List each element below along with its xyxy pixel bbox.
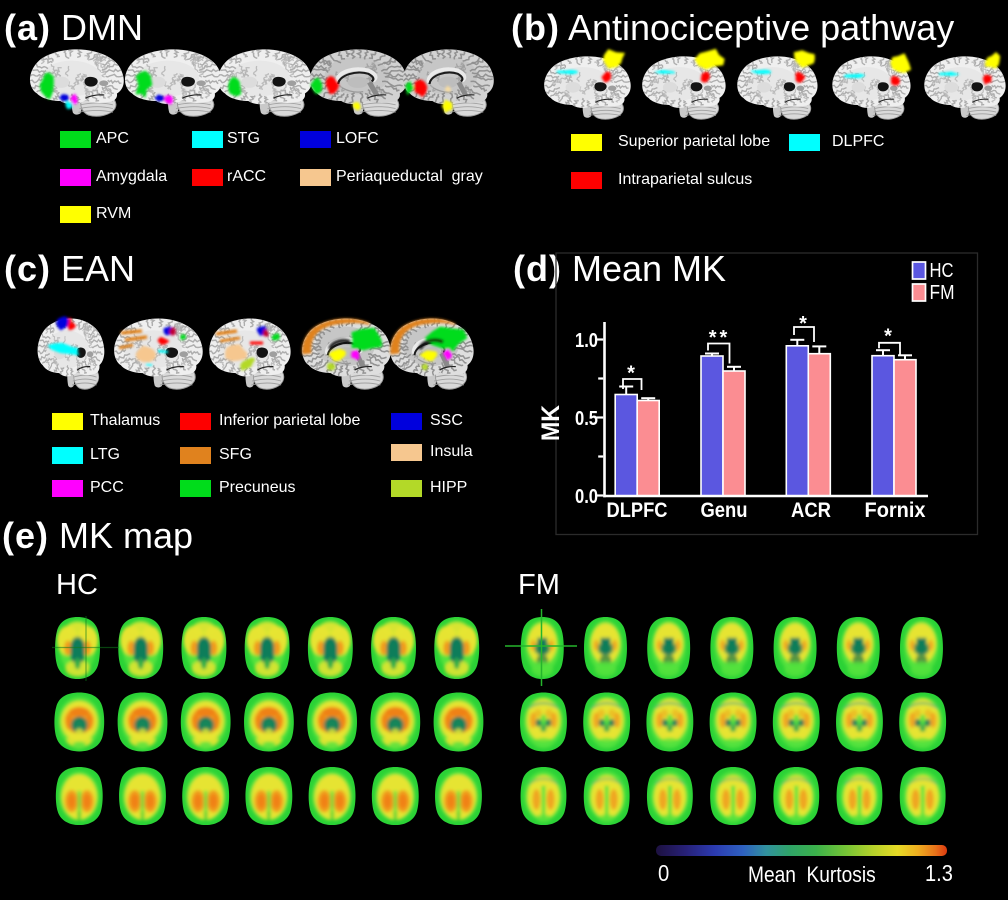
- svg-text:*: *: [799, 313, 810, 335]
- svg-text:*: *: [627, 363, 638, 385]
- svg-text:**: **: [709, 327, 731, 349]
- svg-text:*: *: [884, 326, 895, 348]
- svg-text:0.0: 0.0: [575, 485, 598, 508]
- svg-text:1.0: 1.0: [575, 329, 598, 352]
- svg-text:Fornix: Fornix: [865, 498, 926, 522]
- svg-text:HC: HC: [930, 260, 954, 282]
- svg-text:Genu: Genu: [701, 498, 748, 522]
- svg-text:ACR: ACR: [791, 498, 831, 522]
- svg-text:MK: MK: [537, 405, 565, 441]
- svg-text:FM: FM: [930, 282, 955, 304]
- svg-text:0.5: 0.5: [575, 407, 598, 430]
- svg-text:DLPFC: DLPFC: [607, 498, 668, 522]
